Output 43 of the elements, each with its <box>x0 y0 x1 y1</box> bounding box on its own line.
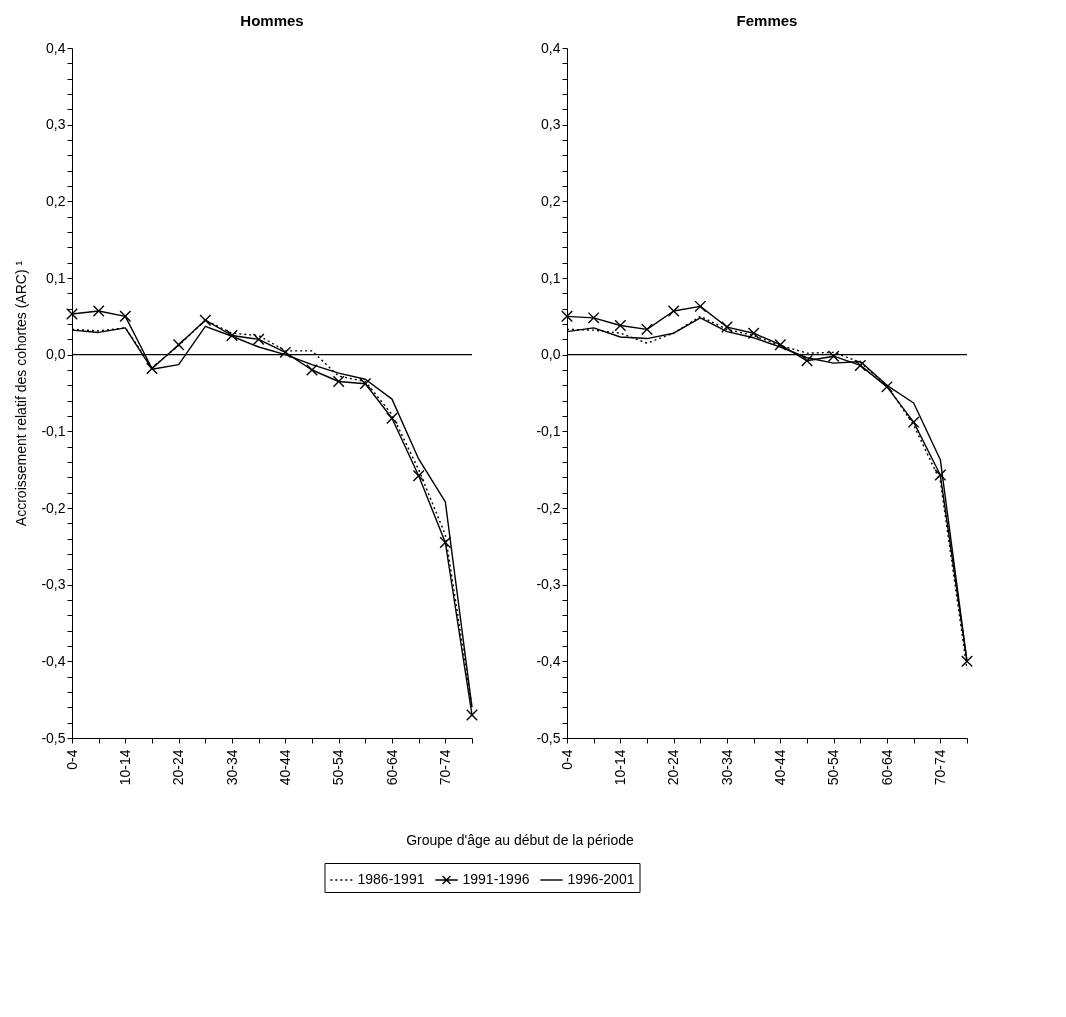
x-axis-title: Groupe d'âge au début de la période <box>406 831 635 848</box>
x-tick-label: 0-4 <box>558 749 575 770</box>
y-axis-title: Accroissement relatif des cohortes (ARC) ¹ <box>13 260 30 527</box>
y-tick-label: 0,0 <box>46 346 66 363</box>
y-tick-label: -0,1 <box>41 422 66 439</box>
y-tick-label: -0,3 <box>41 576 66 593</box>
y-tick-label: -0,5 <box>41 729 66 746</box>
x-tick-label: 50-54 <box>330 749 347 786</box>
y-tick-label: 0,1 <box>46 269 66 286</box>
x-tick-label: 50-54 <box>825 749 842 786</box>
y-tick-label: 0,1 <box>541 269 561 286</box>
x-tick-label: 20-24 <box>665 749 682 786</box>
y-tick-label: -0,5 <box>536 729 561 746</box>
y-tick-label: 0,4 <box>541 39 561 56</box>
y-tick-label: 0,2 <box>46 192 66 209</box>
y-tick-label: 0,3 <box>541 116 561 133</box>
chart-title: Hommes <box>240 12 304 29</box>
x-tick-label: 60-64 <box>878 749 895 786</box>
y-tick-label: -0,2 <box>536 499 561 516</box>
x-tick-label: 60-64 <box>383 749 400 786</box>
x-tick-label: 10-14 <box>611 749 628 786</box>
y-tick-label: -0,2 <box>41 499 66 516</box>
legend-label: 1986-1991 <box>357 871 425 887</box>
y-tick-label: -0,3 <box>536 576 561 593</box>
y-tick-label: 0,0 <box>541 346 561 363</box>
y-tick-label: 0,2 <box>541 192 561 209</box>
legend-label: 1996-2001 <box>567 871 635 887</box>
x-tick-label: 10-14 <box>116 749 133 786</box>
x-tick-label: 30-34 <box>718 749 735 786</box>
legend-label: 1991-1996 <box>462 871 530 887</box>
chart-title: Femmes <box>736 12 798 29</box>
x-tick-label: 20-24 <box>170 749 187 786</box>
x-tick-label: 30-34 <box>223 749 240 786</box>
y-tick-label: -0,1 <box>536 422 561 439</box>
x-tick-label: 40-44 <box>771 749 788 786</box>
y-tick-label: 0,3 <box>46 116 66 133</box>
x-tick-label: 70-74 <box>931 749 948 786</box>
x-tick-label: 0-4 <box>63 749 80 770</box>
x-tick-label: 70-74 <box>436 749 453 786</box>
y-tick-label: 0,4 <box>46 39 66 56</box>
x-tick-label: 40-44 <box>276 749 293 786</box>
y-tick-label: -0,4 <box>41 652 66 669</box>
y-tick-label: -0,4 <box>536 652 561 669</box>
